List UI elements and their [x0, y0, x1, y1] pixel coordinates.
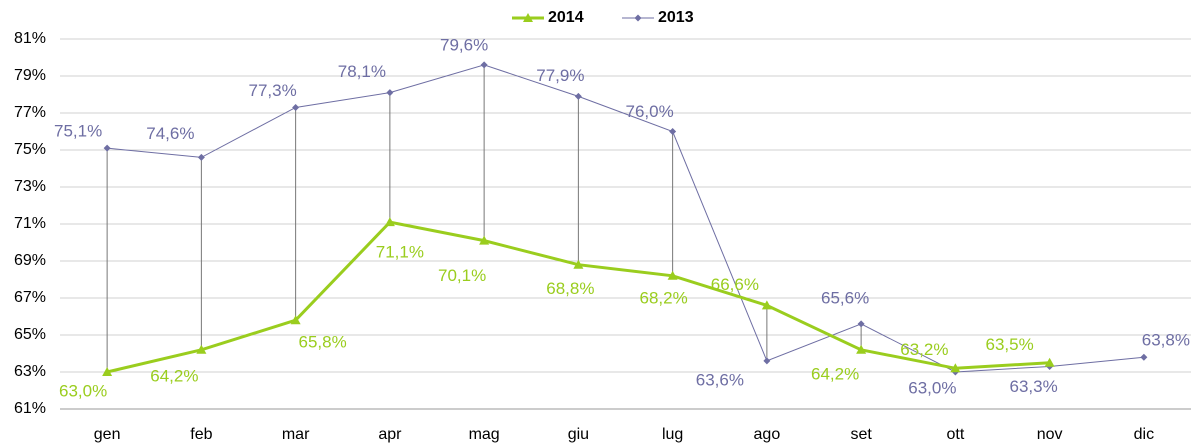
data-label: 77,3% — [249, 81, 297, 100]
marker — [102, 367, 113, 376]
marker — [103, 144, 111, 152]
data-label: 77,9% — [536, 66, 584, 85]
y-tick-label: 77% — [14, 104, 46, 121]
series-line — [107, 64, 1144, 373]
y-tick-label: 81% — [14, 30, 46, 47]
marker — [1140, 353, 1148, 361]
data-label: 66,6% — [711, 275, 759, 294]
data-label: 71,1% — [376, 243, 424, 262]
marker — [292, 103, 300, 111]
legend-marker — [523, 13, 533, 22]
data-label: 63,5% — [986, 335, 1034, 354]
data-label: 65,6% — [821, 288, 869, 307]
marker — [197, 153, 205, 161]
marker — [290, 315, 301, 325]
marker — [573, 259, 584, 269]
data-label: 64,2% — [811, 364, 859, 383]
x-tick-label: dic — [1134, 426, 1154, 443]
data-label: 65,8% — [299, 333, 347, 352]
marker — [857, 320, 865, 328]
x-tick-label: mar — [282, 426, 310, 443]
data-label: 63,0% — [908, 378, 956, 397]
marker — [667, 270, 678, 280]
marker — [196, 344, 207, 354]
x-tick-label: mag — [469, 426, 500, 443]
data-label: 64,2% — [150, 366, 198, 385]
x-tick-label: ago — [754, 426, 781, 443]
y-tick-label: 63% — [14, 363, 46, 380]
data-label: 63,0% — [59, 381, 107, 400]
marker — [480, 61, 488, 69]
marker — [384, 217, 395, 227]
marker — [574, 92, 582, 100]
y-tick-label: 65% — [14, 326, 46, 343]
data-label: 63,6% — [696, 370, 744, 389]
x-tick-label: nov — [1037, 426, 1063, 443]
y-tick-label: 71% — [14, 215, 46, 232]
data-label: 63,8% — [1142, 331, 1190, 350]
y-tick-label: 61% — [14, 400, 46, 417]
marker — [479, 235, 490, 245]
marker — [1044, 357, 1055, 367]
x-tick-label: ott — [946, 426, 964, 443]
data-label: 70,1% — [438, 266, 486, 285]
data-label: 76,0% — [626, 102, 674, 121]
y-tick-label: 73% — [14, 178, 46, 195]
x-tick-label: set — [850, 426, 872, 443]
marker — [763, 357, 771, 365]
marker — [669, 128, 677, 135]
legend-label: 2014 — [548, 9, 584, 26]
y-tick-label: 75% — [14, 141, 46, 158]
data-label: 68,8% — [546, 279, 594, 298]
y-tick-label: 69% — [14, 252, 46, 269]
marker — [856, 344, 867, 354]
data-label: 63,2% — [900, 340, 948, 359]
data-label: 63,3% — [1010, 377, 1058, 396]
legend-label: 2013 — [658, 9, 694, 26]
legend-marker — [634, 14, 642, 22]
data-label: 75,1% — [54, 122, 102, 141]
x-tick-label: gen — [94, 426, 121, 443]
y-tick-label: 67% — [14, 289, 46, 306]
x-tick-label: apr — [378, 426, 402, 443]
marker — [386, 89, 394, 97]
y-tick-label: 79% — [14, 67, 46, 84]
data-label: 79,6% — [440, 35, 488, 54]
x-tick-label: feb — [190, 426, 212, 443]
x-tick-label: giu — [568, 426, 589, 443]
data-label: 68,2% — [640, 288, 688, 307]
marker — [950, 363, 961, 373]
x-tick-label: lug — [662, 426, 683, 443]
data-label: 74,6% — [146, 124, 194, 143]
marker — [761, 300, 772, 310]
data-label: 78,1% — [338, 62, 386, 81]
